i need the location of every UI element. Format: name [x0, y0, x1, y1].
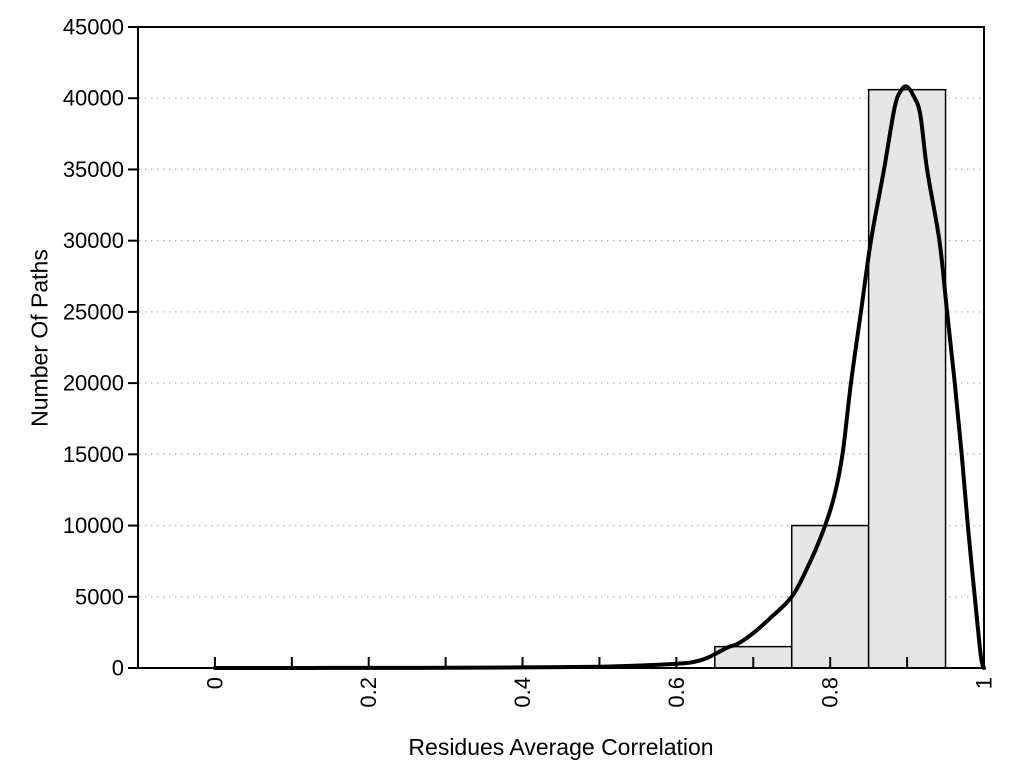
y-tick-label: 40000 [63, 86, 124, 111]
x-tick-label: 0.8 [818, 677, 843, 708]
y-tick-label: 25000 [63, 299, 124, 324]
x-axis-title: Residues Average Correlation [408, 734, 714, 760]
y-tick-label: 10000 [63, 513, 124, 538]
x-tick-label: 0 [202, 677, 227, 689]
histogram-bar [867, 88, 947, 669]
y-tick-label: 15000 [63, 442, 124, 467]
y-tick-label: 30000 [63, 228, 124, 253]
y-tick-label: 5000 [75, 584, 124, 609]
plot-border [137, 26, 985, 669]
x-tick-label: 1 [972, 677, 997, 689]
y-tick-label: 0 [112, 656, 124, 681]
y-tick-label: 20000 [63, 371, 124, 396]
x-tick-label: 0.6 [664, 677, 689, 708]
y-tick-label: 45000 [63, 15, 124, 40]
x-tick-label: 0.2 [356, 677, 381, 708]
x-tick-label: 0.4 [510, 677, 535, 708]
histogram-bar [790, 524, 870, 669]
y-tick-label: 35000 [63, 157, 124, 182]
y-axis-title: Number Of Paths [26, 249, 53, 427]
